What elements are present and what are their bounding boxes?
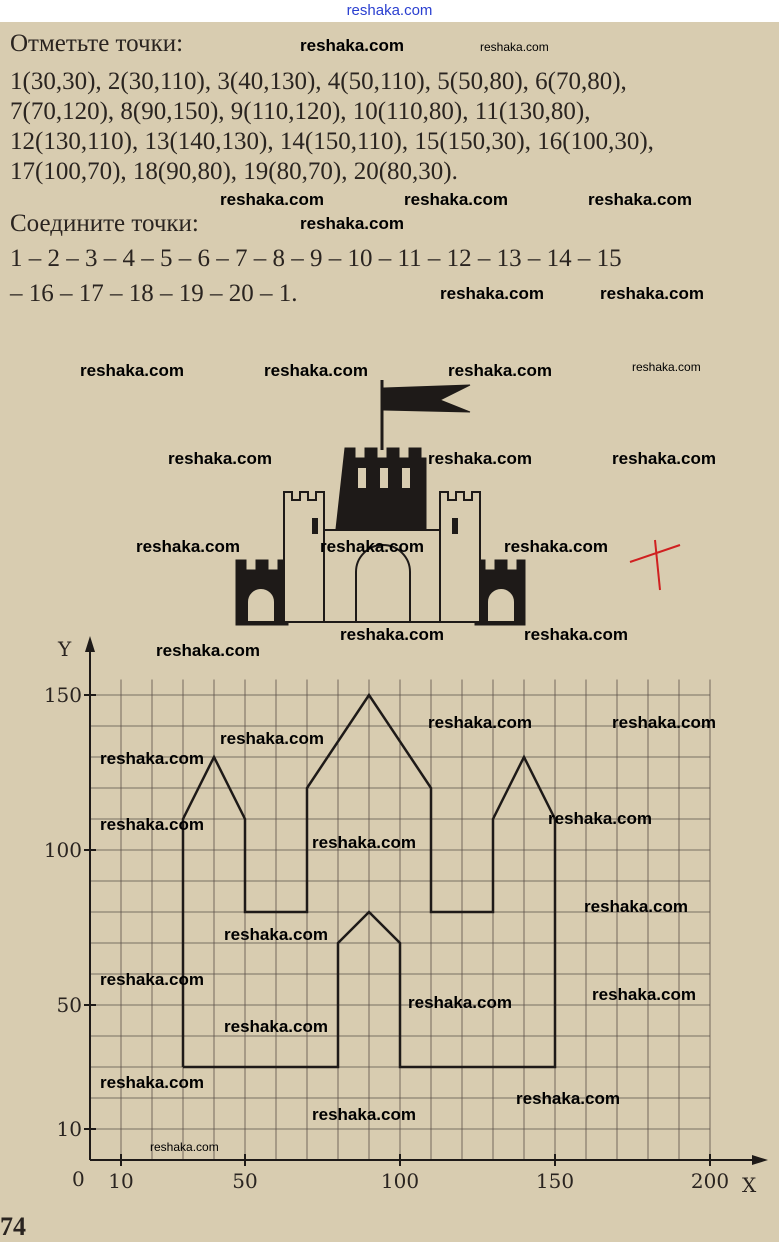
- connect-line: – 16 – 17 – 18 – 19 – 20 – 1.: [10, 280, 298, 307]
- y-axis-arrow-icon: [85, 636, 95, 652]
- watermark: reshaka.com: [100, 749, 204, 768]
- watermark: reshaka.com: [584, 897, 688, 916]
- watermark: reshaka.com: [224, 1017, 328, 1036]
- watermark: reshaka.com: [612, 449, 716, 468]
- y-tick-label: 50: [57, 993, 82, 1017]
- points-line: 7(70,120), 8(90,150), 9(110,120), 10(110…: [10, 98, 591, 125]
- watermark: reshaka.com: [100, 815, 204, 834]
- watermark: reshaka.com: [404, 190, 508, 209]
- red-check-mark: [629, 539, 681, 591]
- mark-points-title: Отметьте точки:: [10, 30, 184, 57]
- watermark: reshaka.com: [428, 449, 532, 468]
- watermark: reshaka.com: [220, 729, 324, 748]
- watermark: reshaka.com: [312, 833, 416, 852]
- watermark: reshaka.com: [504, 537, 608, 556]
- watermark: reshaka.com: [136, 537, 240, 556]
- points-line: 1(30,30), 2(30,110), 3(40,130), 4(50,110…: [10, 68, 627, 95]
- watermark: reshaka.com: [320, 537, 424, 556]
- watermark: reshaka.com: [516, 1089, 620, 1108]
- watermark: reshaka.com: [156, 641, 260, 660]
- connect-points-title: Соедините точки:: [10, 210, 199, 237]
- x-tick-label: 100: [381, 1169, 419, 1193]
- watermark: reshaka.com: [300, 214, 404, 233]
- watermark: reshaka.com: [100, 970, 204, 989]
- y-axis-label: Y: [57, 637, 72, 661]
- watermark: reshaka.com: [524, 625, 628, 644]
- origin-label: 0: [72, 1167, 85, 1191]
- watermark: reshaka.com: [264, 361, 368, 380]
- watermark: reshaka.com: [440, 284, 544, 303]
- watermark: reshaka.com: [612, 713, 716, 732]
- y-tick-label: 150: [44, 683, 82, 707]
- watermark: reshaka.com: [80, 361, 184, 380]
- y-tick-label: 10: [57, 1117, 82, 1141]
- x-tick-label: 150: [536, 1169, 574, 1193]
- watermark: reshaka.com: [632, 360, 701, 374]
- watermark: reshaka.com: [300, 36, 404, 55]
- x-tick-label: 10: [108, 1169, 133, 1193]
- watermark: reshaka.com: [600, 284, 704, 303]
- watermark: reshaka.com: [220, 190, 324, 209]
- watermark: reshaka.com: [100, 1073, 204, 1092]
- x-tick-label: 200: [691, 1169, 729, 1193]
- watermark: reshaka.com: [548, 809, 652, 828]
- flag-icon: [383, 384, 471, 413]
- watermark: reshaka.com: [408, 993, 512, 1012]
- watermark: reshaka.com: [224, 925, 328, 944]
- points-line: 17(100,70), 18(90,80), 19(80,70), 20(80,…: [10, 158, 458, 185]
- watermark: reshaka.com: [340, 625, 444, 644]
- watermark: reshaka.com: [312, 1105, 416, 1124]
- watermark: reshaka.com: [428, 713, 532, 732]
- page-number: 74: [0, 1212, 26, 1241]
- watermark: reshaka.com: [448, 361, 552, 380]
- points-line: 12(130,110), 13(140,130), 14(150,110), 1…: [10, 128, 654, 155]
- x-tick-label: 50: [232, 1169, 257, 1193]
- watermark: reshaka.com: [592, 985, 696, 1004]
- watermark: reshaka.com: [480, 40, 549, 54]
- x-axis-arrow-icon: [752, 1155, 768, 1165]
- watermark: reshaka.com: [168, 449, 272, 468]
- watermark: reshaka.com: [150, 1140, 219, 1154]
- site-header-link[interactable]: reshaka.com: [0, 0, 779, 22]
- x-axis-label: X: [742, 1173, 757, 1197]
- watermark: reshaka.com: [588, 190, 692, 209]
- castle-outline-polyline: [181, 692, 557, 1069]
- connect-line: 1 – 2 – 3 – 4 – 5 – 6 – 7 – 8 – 9 – 10 –…: [10, 245, 622, 272]
- y-tick-label: 100: [44, 838, 82, 862]
